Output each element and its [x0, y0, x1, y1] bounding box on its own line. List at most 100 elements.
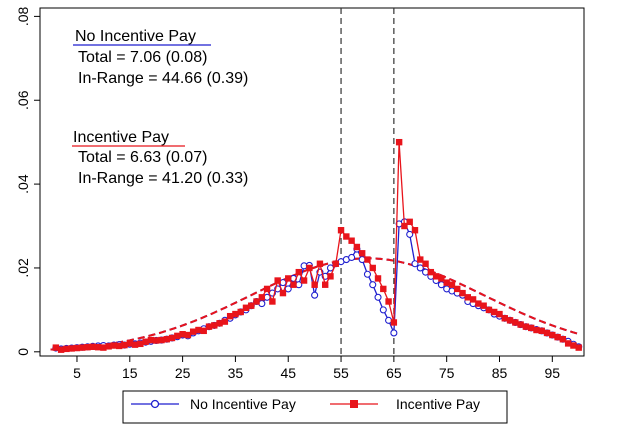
point-incentive-69	[411, 227, 419, 234]
point-incentive-95	[549, 331, 556, 339]
point-incentive-33	[221, 318, 229, 325]
point-incentive-44	[279, 289, 287, 297]
point-incentive-79	[464, 294, 472, 301]
point-incentive-2	[57, 346, 65, 353]
point-incentive-48	[300, 277, 308, 284]
point-incentive-80	[469, 296, 477, 303]
fitted-curve-1	[50, 257, 579, 351]
point-incentive-71	[422, 260, 429, 267]
point-incentive-3	[63, 345, 70, 353]
point-incentive-38	[248, 302, 255, 309]
point-incentive-67	[401, 222, 408, 230]
point-incentive-52	[322, 281, 329, 288]
point-incentive-74	[438, 275, 445, 282]
point-incentive-72	[427, 268, 435, 276]
point-incentive-10	[100, 344, 107, 351]
legend: No Incentive Pay Incentive Pay	[122, 390, 508, 424]
point-incentive-78	[459, 289, 466, 297]
point-incentive-27	[189, 328, 197, 335]
point-incentive-98	[564, 340, 572, 347]
point-no-incentive-61	[369, 281, 377, 289]
point-incentive-12	[110, 342, 118, 349]
point-incentive-63	[380, 285, 387, 293]
x-tick-label-85: 85	[492, 365, 508, 381]
point-incentive-21	[158, 336, 165, 344]
point-incentive-6	[79, 344, 86, 351]
point-incentive-51	[316, 260, 324, 267]
point-incentive-55	[337, 227, 345, 234]
legend-label-no-incentive: No Incentive Pay	[190, 396, 296, 412]
point-incentive-96	[554, 333, 561, 341]
point-incentive-30	[205, 323, 213, 330]
point-no-incentive-60	[363, 270, 372, 278]
point-incentive-1	[52, 344, 60, 351]
point-incentive-34	[226, 312, 234, 320]
point-incentive-65	[390, 319, 398, 326]
point-no-incentive-50	[311, 291, 319, 299]
x-tick-label-55: 55	[333, 365, 349, 381]
y-tick-label-3: .06	[15, 90, 31, 110]
point-incentive-94	[543, 329, 551, 337]
point-incentive-15	[126, 340, 133, 347]
point-incentive-77	[454, 285, 461, 293]
y-tick-label-2: .04	[15, 174, 31, 194]
point-incentive-92	[533, 326, 540, 334]
plot-frame	[39, 7, 585, 357]
point-incentive-56	[343, 233, 350, 240]
point-incentive-84	[491, 308, 498, 316]
point-incentive-28	[195, 326, 202, 334]
series-markers-incentive	[52, 138, 582, 353]
legend-box	[122, 390, 508, 424]
x-tick-label-45: 45	[280, 365, 296, 381]
point-incentive-22	[163, 336, 170, 343]
point-no-incentive-68	[406, 230, 414, 238]
point-incentive-57	[348, 237, 355, 244]
annotation-inrange-no-incentive: In-Range = 44.66 (0.39)	[78, 70, 248, 87]
point-no-incentive-62	[374, 293, 382, 301]
point-incentive-31	[211, 322, 218, 329]
annotation-total-no-incentive: Total = 7.06 (0.08)	[78, 49, 207, 66]
point-incentive-91	[527, 324, 535, 332]
point-incentive-47	[295, 268, 302, 276]
y-axis: 0 .02 .04 .06 .08	[15, 6, 40, 356]
point-incentive-14	[121, 341, 128, 349]
point-incentive-29	[200, 327, 207, 335]
point-incentive-37	[242, 304, 250, 311]
point-incentive-64	[385, 298, 392, 305]
point-no-incentive-45	[284, 285, 292, 293]
point-incentive-100	[575, 344, 582, 351]
point-incentive-89	[517, 321, 524, 328]
point-incentive-19	[147, 336, 155, 344]
annotation-heading-incentive: Incentive Pay	[73, 129, 169, 146]
point-incentive-11	[105, 343, 112, 350]
point-incentive-42	[269, 298, 276, 305]
point-incentive-17	[137, 340, 144, 348]
legend-marker-no-incentive	[150, 399, 160, 409]
point-incentive-9	[94, 343, 102, 351]
point-incentive-13	[116, 342, 123, 350]
point-incentive-83	[485, 306, 493, 314]
point-incentive-62	[374, 275, 382, 282]
point-incentive-7	[84, 343, 91, 351]
reference-lines	[340, 8, 395, 356]
series-group	[52, 138, 583, 353]
y-tick-label-0: 0	[15, 348, 31, 356]
point-incentive-26	[184, 331, 192, 339]
point-incentive-53	[327, 273, 334, 280]
point-incentive-25	[179, 330, 186, 338]
point-no-incentive-69	[411, 260, 419, 268]
point-incentive-58	[353, 243, 361, 251]
legend-label-incentive: Incentive Pay	[396, 396, 480, 412]
point-incentive-87	[506, 317, 514, 324]
x-tick-label-15: 15	[122, 365, 138, 381]
annotation-no-incentive: No Incentive Pay Total = 7.06 (0.08) In-…	[73, 28, 248, 87]
point-incentive-97	[559, 336, 567, 343]
annotation-inrange-incentive: In-Range = 41.20 (0.33)	[78, 170, 248, 187]
point-incentive-88	[512, 319, 519, 326]
point-no-incentive-57	[348, 253, 356, 262]
annotation-incentive: Incentive Pay Total = 6.63 (0.07) In-Ran…	[72, 129, 248, 187]
point-incentive-23	[168, 334, 176, 342]
x-tick-label-35: 35	[228, 365, 244, 381]
point-incentive-16	[131, 341, 139, 348]
x-tick-label-5: 5	[73, 365, 81, 381]
